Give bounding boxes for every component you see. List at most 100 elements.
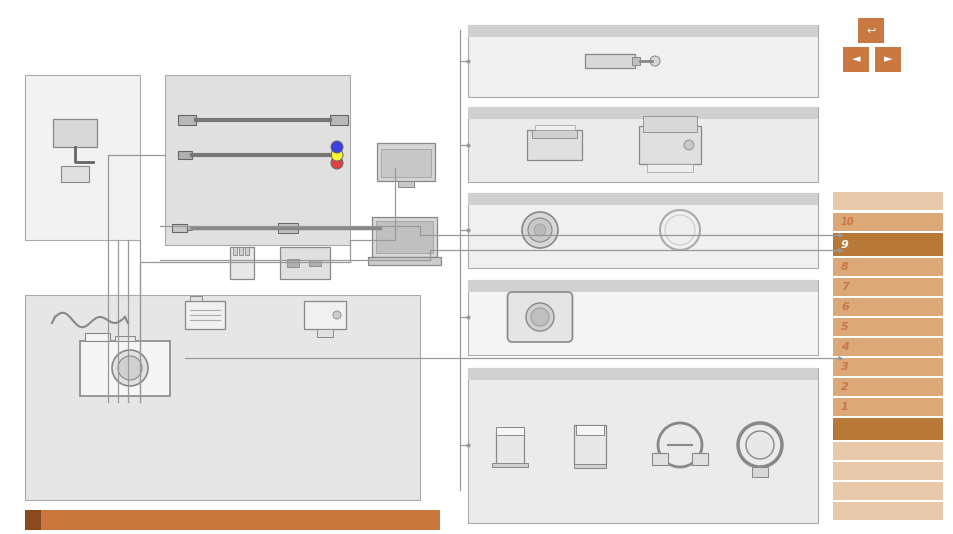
Bar: [190, 296, 202, 301]
Bar: [468, 107, 817, 182]
Bar: [185, 301, 225, 329]
Bar: [832, 358, 942, 376]
Bar: [832, 378, 942, 396]
Bar: [468, 25, 817, 37]
Circle shape: [112, 350, 148, 386]
Bar: [832, 318, 942, 336]
Bar: [527, 130, 582, 160]
Bar: [25, 510, 439, 530]
Text: ►: ►: [882, 54, 891, 65]
Text: 4: 4: [841, 342, 848, 352]
Bar: [468, 368, 817, 523]
Bar: [172, 224, 187, 232]
Bar: [832, 418, 942, 440]
Bar: [53, 119, 97, 147]
Bar: [277, 223, 297, 233]
Bar: [832, 213, 942, 231]
Text: 10: 10: [841, 217, 854, 227]
Bar: [468, 193, 817, 205]
Bar: [832, 502, 942, 520]
Circle shape: [331, 141, 343, 153]
Bar: [832, 233, 942, 256]
Bar: [496, 430, 523, 465]
Bar: [574, 425, 605, 465]
Text: 8: 8: [841, 262, 848, 272]
Circle shape: [118, 356, 142, 380]
Bar: [316, 329, 333, 337]
Bar: [178, 151, 192, 159]
Bar: [468, 368, 817, 380]
Bar: [388, 224, 405, 232]
Text: 3: 3: [841, 362, 848, 372]
Bar: [468, 280, 817, 355]
Bar: [832, 192, 942, 210]
Bar: [287, 259, 298, 267]
Bar: [380, 149, 431, 177]
Bar: [230, 247, 253, 279]
Circle shape: [534, 224, 545, 236]
Bar: [25, 75, 140, 240]
Text: 5: 5: [841, 322, 848, 332]
Text: 2: 2: [841, 382, 848, 392]
Bar: [832, 258, 942, 276]
Text: 9: 9: [841, 240, 848, 249]
Bar: [372, 217, 437, 257]
Bar: [535, 125, 575, 130]
Bar: [832, 398, 942, 416]
Bar: [832, 298, 942, 316]
Bar: [80, 341, 170, 396]
Bar: [532, 130, 577, 138]
Circle shape: [527, 218, 552, 242]
Text: ↩: ↩: [865, 26, 875, 35]
Bar: [245, 247, 249, 255]
Bar: [178, 115, 195, 125]
Bar: [376, 143, 435, 181]
Circle shape: [683, 140, 693, 150]
Bar: [832, 338, 942, 356]
Text: 6: 6: [841, 302, 848, 312]
Bar: [646, 164, 692, 172]
Bar: [239, 247, 243, 255]
Circle shape: [331, 157, 343, 169]
Bar: [330, 115, 348, 125]
Bar: [751, 467, 767, 477]
Bar: [309, 260, 320, 266]
Bar: [842, 47, 868, 72]
Bar: [492, 463, 527, 467]
Bar: [584, 54, 635, 68]
Bar: [691, 453, 707, 465]
Bar: [233, 247, 236, 255]
Bar: [631, 57, 639, 65]
Circle shape: [525, 303, 554, 331]
Bar: [496, 427, 523, 435]
Bar: [832, 482, 942, 500]
Text: ◄: ◄: [851, 54, 860, 65]
Bar: [85, 333, 110, 341]
Bar: [874, 47, 900, 72]
Circle shape: [331, 149, 343, 161]
Text: 7: 7: [841, 282, 848, 292]
Bar: [574, 464, 605, 468]
Bar: [468, 193, 817, 268]
Bar: [187, 226, 192, 230]
Bar: [397, 181, 414, 187]
Bar: [576, 425, 603, 435]
Bar: [832, 442, 942, 460]
Circle shape: [333, 311, 340, 319]
Circle shape: [649, 56, 659, 66]
Circle shape: [531, 308, 548, 326]
Bar: [639, 126, 700, 164]
Bar: [832, 278, 942, 296]
Bar: [368, 257, 441, 265]
Bar: [379, 225, 388, 231]
Bar: [468, 107, 817, 119]
Bar: [115, 335, 135, 341]
Bar: [376, 221, 433, 253]
Bar: [25, 510, 41, 530]
Bar: [468, 280, 817, 292]
Circle shape: [664, 215, 695, 245]
Bar: [857, 18, 883, 43]
Bar: [832, 462, 942, 480]
Bar: [280, 247, 330, 279]
Bar: [304, 301, 346, 329]
